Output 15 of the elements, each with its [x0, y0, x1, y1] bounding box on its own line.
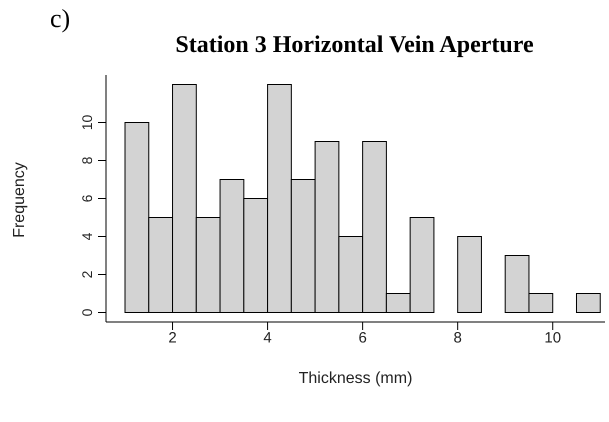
x-tick-label: 2 [168, 330, 177, 347]
chart-title: Station 3 Horizontal Vein Aperture [174, 32, 535, 59]
y-tick-label: 8 [79, 156, 95, 164]
y-tick-label: 0 [79, 308, 95, 316]
y-tick-label: 2 [79, 270, 95, 278]
y-axis-title: Frequency [11, 162, 29, 238]
y-tick-label: 10 [79, 114, 95, 130]
y-tick-label: 4 [79, 232, 95, 240]
x-tick-label: 8 [454, 330, 462, 347]
y-tick-label: 6 [79, 194, 95, 202]
x-tick-label: 6 [358, 330, 367, 347]
text: c) [50, 4, 70, 34]
x-tick-label: 4 [263, 330, 272, 347]
x-axis-title: Thickness (mm) [298, 370, 414, 388]
x-tick-label: 10 [544, 330, 562, 347]
